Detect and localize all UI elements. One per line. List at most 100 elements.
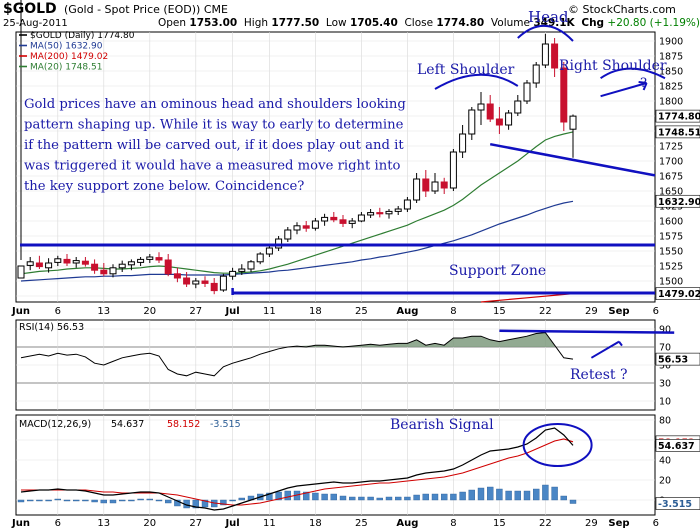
candle-body xyxy=(155,257,163,261)
macd-histogram-bar xyxy=(109,499,117,504)
macd-tick-label: 80 xyxy=(659,416,671,427)
x-date-label: 20 xyxy=(143,306,156,317)
macd-histogram-bar xyxy=(284,490,291,501)
candle-body xyxy=(219,275,227,291)
rsi-tick-label: 50 xyxy=(659,361,671,372)
macd-hist-tag: -3.515 xyxy=(658,499,692,510)
candle-body xyxy=(440,181,448,189)
candle-body xyxy=(459,133,467,153)
candle-body xyxy=(201,280,209,284)
annotation-commentary-line: pattern shaping up. While it is way to e… xyxy=(24,118,404,133)
candle-body xyxy=(477,103,485,111)
candle-body xyxy=(45,262,53,269)
candle-body xyxy=(385,210,393,215)
macd-histogram-bar xyxy=(358,496,365,501)
candle-body xyxy=(256,253,264,263)
macd-histogram-bar xyxy=(422,493,429,501)
macd-histogram-bar xyxy=(523,490,531,501)
candle-body xyxy=(72,260,80,264)
price-tick-label: 1500 xyxy=(659,277,683,288)
candle-body xyxy=(293,225,301,231)
x-date-label-bottom: 25 xyxy=(355,518,368,529)
candle-body xyxy=(127,261,135,266)
x-date-label-bottom: 18 xyxy=(309,518,322,529)
price-tick-label: 1725 xyxy=(659,142,683,153)
macd-signal-line xyxy=(21,438,574,506)
candle-body xyxy=(449,151,457,189)
macd-histogram-bar xyxy=(137,498,144,501)
x-date-label-bottom: 22 xyxy=(539,518,552,529)
x-date-label-bottom: 6 xyxy=(55,518,61,529)
annotation-question: ? xyxy=(640,76,647,91)
price-tick-label: 1825 xyxy=(659,82,683,93)
left-shoulder-arc xyxy=(434,73,519,90)
legend-entry: MA(50) 1632.90 xyxy=(30,42,103,52)
x-date-label: 18 xyxy=(309,306,322,317)
candle-body xyxy=(348,220,356,224)
candle-body xyxy=(173,273,181,279)
macd-histogram-bar xyxy=(164,499,172,504)
candle-body xyxy=(17,265,25,279)
x-date-label-bottom: 27 xyxy=(189,518,202,529)
rsi-retest-arrow xyxy=(590,340,623,359)
x-date-label: 29 xyxy=(585,306,598,317)
price-tick-label: 1700 xyxy=(659,157,683,168)
candle-body xyxy=(339,219,347,224)
x-date-label: Jun xyxy=(11,306,30,317)
macd-histogram-bar xyxy=(63,499,71,502)
annotation-retest: Retest ? xyxy=(570,367,628,383)
ma20-tag: 1748.51 xyxy=(658,127,700,138)
candle-body xyxy=(35,262,43,268)
macd-tick-label: 20 xyxy=(659,476,671,487)
candle-body xyxy=(495,118,503,126)
annotation-commentary-line: the key support zone below. Coincidence? xyxy=(24,179,304,194)
candle-body xyxy=(100,269,108,275)
macd-histogram-bar xyxy=(514,490,521,501)
candle-body xyxy=(137,258,145,263)
candle-body xyxy=(376,212,384,215)
last-price-tag-box xyxy=(655,109,700,123)
legend-entry: MA(200) 1479.02 xyxy=(30,52,108,62)
candle-body xyxy=(183,277,191,285)
ma50-tag-box xyxy=(655,194,700,208)
macd-value-tag: 54.637 xyxy=(658,441,695,452)
macd-histogram-bar xyxy=(441,493,448,501)
macd-histogram-bar xyxy=(72,499,80,502)
candle-body xyxy=(26,261,34,266)
x-date-label-bottom: 11 xyxy=(263,518,276,529)
macd-histogram-bar xyxy=(146,498,154,501)
rsi-line xyxy=(20,332,574,377)
x-date-label-bottom: 15 xyxy=(493,518,506,529)
macd-histogram-bar xyxy=(431,493,439,501)
macd-histogram-bar xyxy=(266,492,273,501)
macd-tick-label: 40 xyxy=(659,456,671,467)
macd-histogram-bar xyxy=(303,491,310,501)
symbol-description: (Gold - Spot Price (EOD)) CME xyxy=(64,3,228,16)
brand: © StockCharts.com xyxy=(568,3,676,16)
candle-body xyxy=(569,115,577,130)
annotation-right-shoulder: Right Shoulder xyxy=(559,58,667,74)
macd-value-tag-box xyxy=(655,439,700,452)
candle-body xyxy=(367,212,375,216)
candle-body xyxy=(551,43,559,69)
macd-legend-hist: -3.515 xyxy=(210,419,241,430)
x-date-label-bottom: Sep xyxy=(608,518,629,529)
candle-body xyxy=(63,258,71,264)
x-date-label: Sep xyxy=(608,306,629,317)
macd-histogram-bar xyxy=(128,499,135,502)
candle-body xyxy=(302,225,310,229)
candle-body xyxy=(560,67,568,123)
chart-date: 25-Aug-2011 xyxy=(3,18,68,29)
price-tick-label: 1550 xyxy=(659,247,683,258)
x-date-label: 8 xyxy=(450,306,456,317)
macd-histogram-bar xyxy=(459,491,466,501)
macd-histogram-bar xyxy=(192,499,200,509)
x-date-label: Aug xyxy=(396,306,418,317)
right-shoulder-arc xyxy=(600,67,666,80)
x-date-label: Jul xyxy=(224,306,239,317)
macd-histogram-bar xyxy=(312,492,319,501)
candle-body xyxy=(505,112,513,126)
price-tick-label: 1850 xyxy=(659,67,683,78)
x-date-label-bottom: 20 xyxy=(143,518,156,529)
candle-body xyxy=(357,214,365,222)
